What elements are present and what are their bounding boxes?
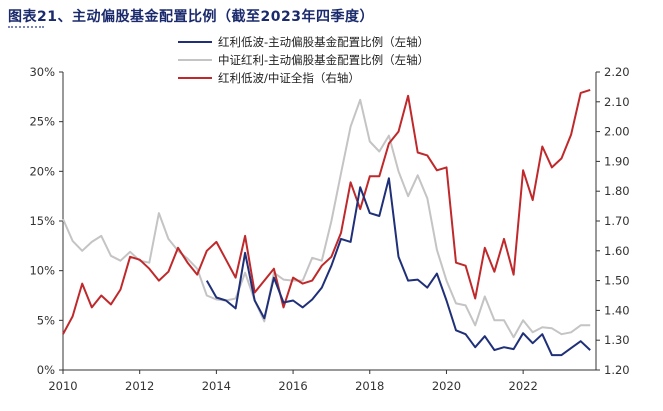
x-tick-label: 2020 [432, 379, 461, 393]
x-tick-label: 2018 [355, 379, 384, 393]
plot-frame [62, 72, 597, 371]
left-tick-label: 30% [29, 65, 55, 79]
legend-label-1: 中证红利-主动偏股基金配置比例（左轴） [218, 53, 429, 67]
right-tick-label: 1.20 [604, 363, 630, 377]
x-tick-label: 2010 [48, 379, 77, 393]
left-tick-label: 10% [29, 264, 55, 278]
left-tick-label: 20% [29, 164, 55, 178]
x-tick-label: 2014 [202, 379, 231, 393]
right-tick-label: 1.90 [604, 154, 630, 168]
right-tick-label: 1.60 [604, 244, 630, 258]
x-axis: 2010 2012 2014 2016 2018 2020 2022 [48, 370, 538, 393]
series-layer [62, 88, 591, 357]
series-line-0 [205, 177, 591, 357]
x-tick-label: 2022 [509, 379, 538, 393]
right-tick-label: 1.50 [604, 274, 630, 288]
left-tick-label: 15% [29, 214, 55, 228]
right-tick-label: 1.70 [604, 214, 630, 228]
line-chart: 0% 5% 10% 15% 20% 25% 30% 1.20 1.30 1.40 1.50 1.60… [29, 35, 630, 393]
series-line-1 [62, 98, 591, 339]
left-axis: 0% 5% 10% 15% 20% 25% 30% [29, 65, 63, 377]
right-tick-label: 2.10 [604, 95, 630, 109]
legend-label-2: 红利低波/中证全指（右轴） [218, 71, 360, 85]
right-tick-label: 1.40 [604, 303, 630, 317]
x-tick-label: 2012 [125, 379, 154, 393]
title-underline [8, 24, 44, 28]
left-tick-label: 5% [37, 313, 55, 327]
series-line-2 [62, 88, 591, 335]
right-tick-label: 2.00 [604, 125, 630, 139]
x-tick-label: 2016 [278, 379, 307, 393]
right-tick-label: 1.80 [604, 184, 630, 198]
left-tick-label: 0% [37, 363, 55, 377]
legend-label-0: 红利低波-主动偏股基金配置比例（左轴） [218, 35, 429, 49]
right-tick-label: 1.30 [604, 333, 630, 347]
right-tick-label: 2.20 [604, 65, 630, 79]
page-title: 图表21、主动偏股基金配置比例（截至2023年四季度） [8, 9, 374, 25]
right-axis: 1.20 1.30 1.40 1.50 1.60 1.70 1.80 1.90 2.00 2.10… [596, 65, 630, 377]
chart-container: 0% 5% 10% 15% 20% 25% 30% 1.20 1.30 1.40 1.50 1.60… [0, 28, 663, 407]
chart-legend: 红利低波-主动偏股基金配置比例（左轴） 中证红利-主动偏股基金配置比例（左轴） 红利… [178, 35, 429, 85]
left-tick-label: 25% [29, 115, 55, 129]
